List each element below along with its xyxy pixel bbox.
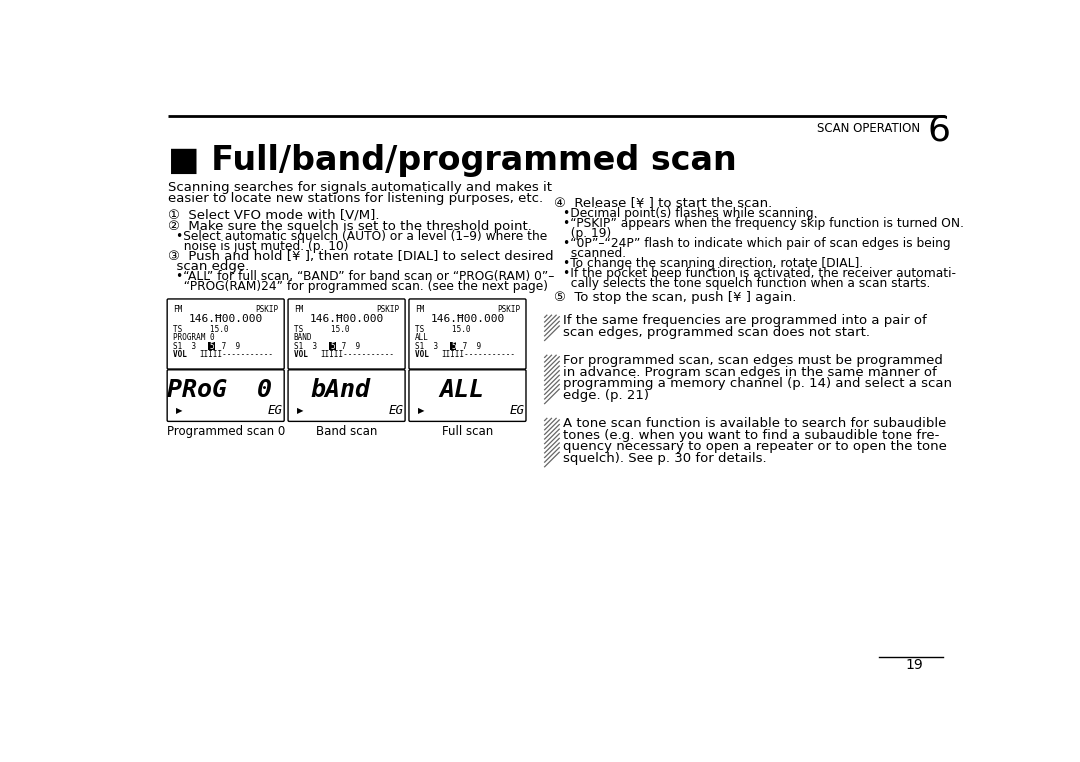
Text: FM: FM xyxy=(294,306,303,315)
Text: ①  Select VFO mode with [V/M].: ① Select VFO mode with [V/M]. xyxy=(168,209,380,222)
Text: 5: 5 xyxy=(210,342,214,351)
Text: 7  9: 7 9 xyxy=(217,342,240,351)
Text: S1  3: S1 3 xyxy=(415,342,443,351)
Text: edge. (p. 21): edge. (p. 21) xyxy=(563,389,649,402)
Text: scanned.: scanned. xyxy=(563,248,626,261)
Bar xyxy=(450,342,457,351)
Text: TS      15.0: TS 15.0 xyxy=(173,325,229,334)
Text: scan edges, programmed scan does not start.: scan edges, programmed scan does not sta… xyxy=(563,325,869,338)
Text: IIIII-----------: IIIII----------- xyxy=(441,351,515,359)
Text: PROGRAM 0: PROGRAM 0 xyxy=(173,333,215,342)
Text: EG: EG xyxy=(510,405,525,418)
Bar xyxy=(329,342,336,351)
FancyBboxPatch shape xyxy=(167,370,284,421)
Text: If the same frequencies are programmed into a pair of: If the same frequencies are programmed i… xyxy=(563,314,927,327)
FancyBboxPatch shape xyxy=(409,299,526,369)
Text: ▶: ▶ xyxy=(418,406,424,415)
Text: ③  Push and hold [¥ ], then rotate [DIAL] to select desired: ③ Push and hold [¥ ], then rotate [DIAL]… xyxy=(168,251,554,264)
Text: ALL: ALL xyxy=(440,378,484,402)
Text: in advance. Program scan edges in the same manner of: in advance. Program scan edges in the sa… xyxy=(563,366,936,379)
Text: VOL: VOL xyxy=(173,351,191,359)
Text: •“0P”–“24P” flash to indicate which pair of scan edges is being: •“0P”–“24P” flash to indicate which pair… xyxy=(563,238,950,251)
Text: ▶: ▶ xyxy=(176,406,183,415)
Text: •Select automatic squelch (AUTO) or a level (1–9) where the: •Select automatic squelch (AUTO) or a le… xyxy=(176,229,548,243)
Text: ■ Full/band/programmed scan: ■ Full/band/programmed scan xyxy=(168,144,737,178)
Text: PRoG  0: PRoG 0 xyxy=(167,378,272,402)
Text: VOL: VOL xyxy=(294,351,312,359)
Text: PSKIP: PSKIP xyxy=(376,306,400,315)
Text: 7  9: 7 9 xyxy=(337,342,361,351)
Text: FM: FM xyxy=(173,306,183,315)
Text: Programmed scan 0: Programmed scan 0 xyxy=(166,424,285,437)
Text: FM: FM xyxy=(415,306,424,315)
Text: •To change the scanning direction, rotate [DIAL].: •To change the scanning direction, rotat… xyxy=(563,258,863,271)
Text: 19: 19 xyxy=(905,658,922,672)
Text: quency necessary to open a repeater or to open the tone: quency necessary to open a repeater or t… xyxy=(563,440,947,453)
FancyBboxPatch shape xyxy=(288,370,405,421)
Text: •“ALL” for full scan, “BAND” for band scan or “PROG(RAM) 0”–: •“ALL” for full scan, “BAND” for band sc… xyxy=(176,270,554,283)
Text: •“PSKIP” appears when the frequency skip function is turned ON.: •“PSKIP” appears when the frequency skip… xyxy=(563,217,963,230)
Text: S1  3: S1 3 xyxy=(173,342,201,351)
Text: 5: 5 xyxy=(451,342,456,351)
Text: For programmed scan, scan edges must be programmed: For programmed scan, scan edges must be … xyxy=(563,354,943,367)
Text: A tone scan function is available to search for subaudible: A tone scan function is available to sea… xyxy=(563,418,946,431)
Text: ⑤  To stop the scan, push [¥ ] again.: ⑤ To stop the scan, push [¥ ] again. xyxy=(554,291,796,304)
Text: 146.Ħ00.000: 146.Ħ00.000 xyxy=(189,314,262,324)
Text: Scanning searches for signals automatically and makes it: Scanning searches for signals automatica… xyxy=(168,181,552,194)
Text: 146.Ħ00.000: 146.Ħ00.000 xyxy=(430,314,504,324)
FancyBboxPatch shape xyxy=(409,370,526,421)
Text: S1  3: S1 3 xyxy=(294,342,322,351)
Text: EG: EG xyxy=(389,405,404,418)
Text: IIIII-----------: IIIII----------- xyxy=(200,351,273,359)
Text: 5: 5 xyxy=(330,342,335,351)
Text: EG: EG xyxy=(268,405,283,418)
Text: noise is just muted. (p. 10): noise is just muted. (p. 10) xyxy=(176,240,349,253)
Text: Band scan: Band scan xyxy=(315,424,377,437)
Text: IIIII-----------: IIIII----------- xyxy=(321,351,394,359)
Text: TS      15.0: TS 15.0 xyxy=(294,325,349,334)
Text: ▶: ▶ xyxy=(297,406,303,415)
Text: •If the pocket beep function is activated, the receiver automati-: •If the pocket beep function is activate… xyxy=(563,267,956,280)
Text: BAND: BAND xyxy=(294,333,312,342)
FancyBboxPatch shape xyxy=(167,299,284,369)
FancyBboxPatch shape xyxy=(288,299,405,369)
Text: PSKIP: PSKIP xyxy=(255,306,279,315)
Text: programming a memory channel (p. 14) and select a scan: programming a memory channel (p. 14) and… xyxy=(563,377,951,390)
Text: squelch). See p. 30 for details.: squelch). See p. 30 for details. xyxy=(563,452,767,465)
Text: SCAN OPERATION: SCAN OPERATION xyxy=(816,122,920,135)
Text: “PROG(RAM)24” for programmed scan. (see the next page): “PROG(RAM)24” for programmed scan. (see … xyxy=(176,280,548,293)
Text: PSKIP: PSKIP xyxy=(497,306,521,315)
Text: Full scan: Full scan xyxy=(442,424,494,437)
Bar xyxy=(208,342,215,351)
Text: 7  9: 7 9 xyxy=(458,342,482,351)
Text: ②  Make sure the squelch is set to the threshold point.: ② Make sure the squelch is set to the th… xyxy=(168,219,532,232)
Text: VOL: VOL xyxy=(415,351,433,359)
Text: •Decimal point(s) flashes while scanning.: •Decimal point(s) flashes while scanning… xyxy=(563,207,818,220)
Text: easier to locate new stations for listening purposes, etc.: easier to locate new stations for listen… xyxy=(168,192,543,205)
Text: 6: 6 xyxy=(928,114,951,148)
Text: 146.Ħ00.000: 146.Ħ00.000 xyxy=(310,314,383,324)
Text: tones (e.g. when you want to find a subaudible tone fre-: tones (e.g. when you want to find a suba… xyxy=(563,429,940,442)
Text: (p. 19): (p. 19) xyxy=(563,227,611,240)
Text: ④  Release [¥ ] to start the scan.: ④ Release [¥ ] to start the scan. xyxy=(554,196,772,209)
Text: scan edge.: scan edge. xyxy=(168,260,249,273)
Text: cally selects the tone squelch function when a scan starts.: cally selects the tone squelch function … xyxy=(563,277,930,290)
Text: bAnd: bAnd xyxy=(311,378,370,402)
Text: TS      15.0: TS 15.0 xyxy=(415,325,470,334)
Text: ALL: ALL xyxy=(415,333,429,342)
